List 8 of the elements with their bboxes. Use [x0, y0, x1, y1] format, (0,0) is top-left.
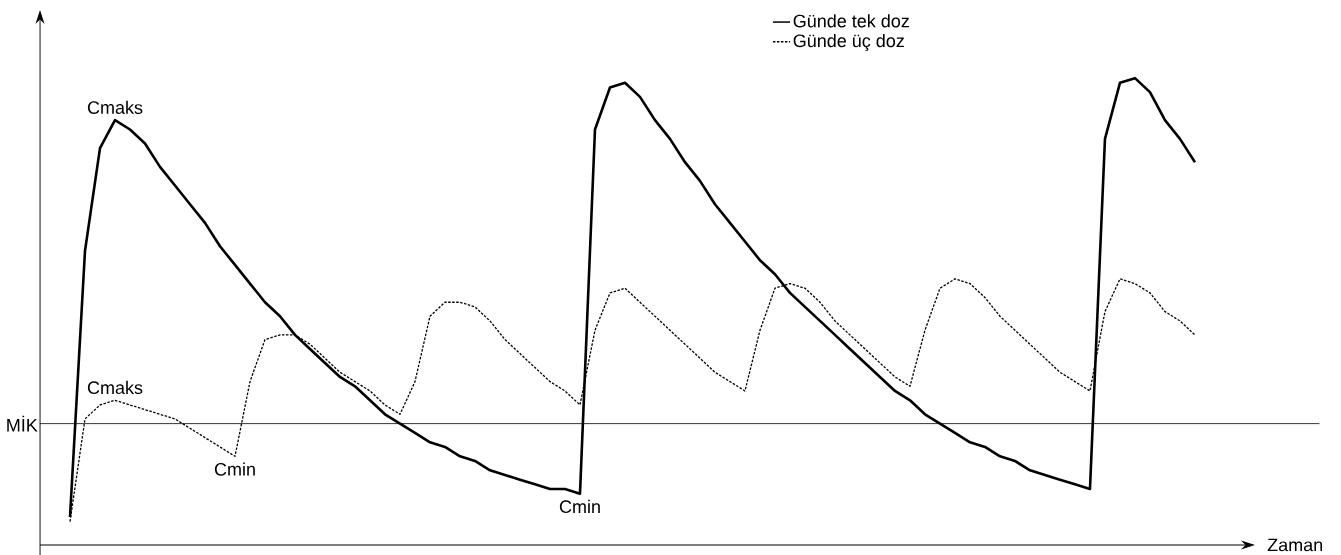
- annotation: Cmin: [214, 462, 255, 476]
- annotation: Cmaks: [87, 100, 143, 114]
- x-axis-title: Zaman: [1267, 538, 1323, 552]
- legend-label: Günde üç doz: [793, 33, 904, 51]
- ref-line-label: MİK: [7, 415, 38, 432]
- legend-label: Günde tek doz: [793, 14, 909, 28]
- annotation: Cmin: [559, 499, 600, 514]
- annotation: Cmaks: [87, 380, 143, 395]
